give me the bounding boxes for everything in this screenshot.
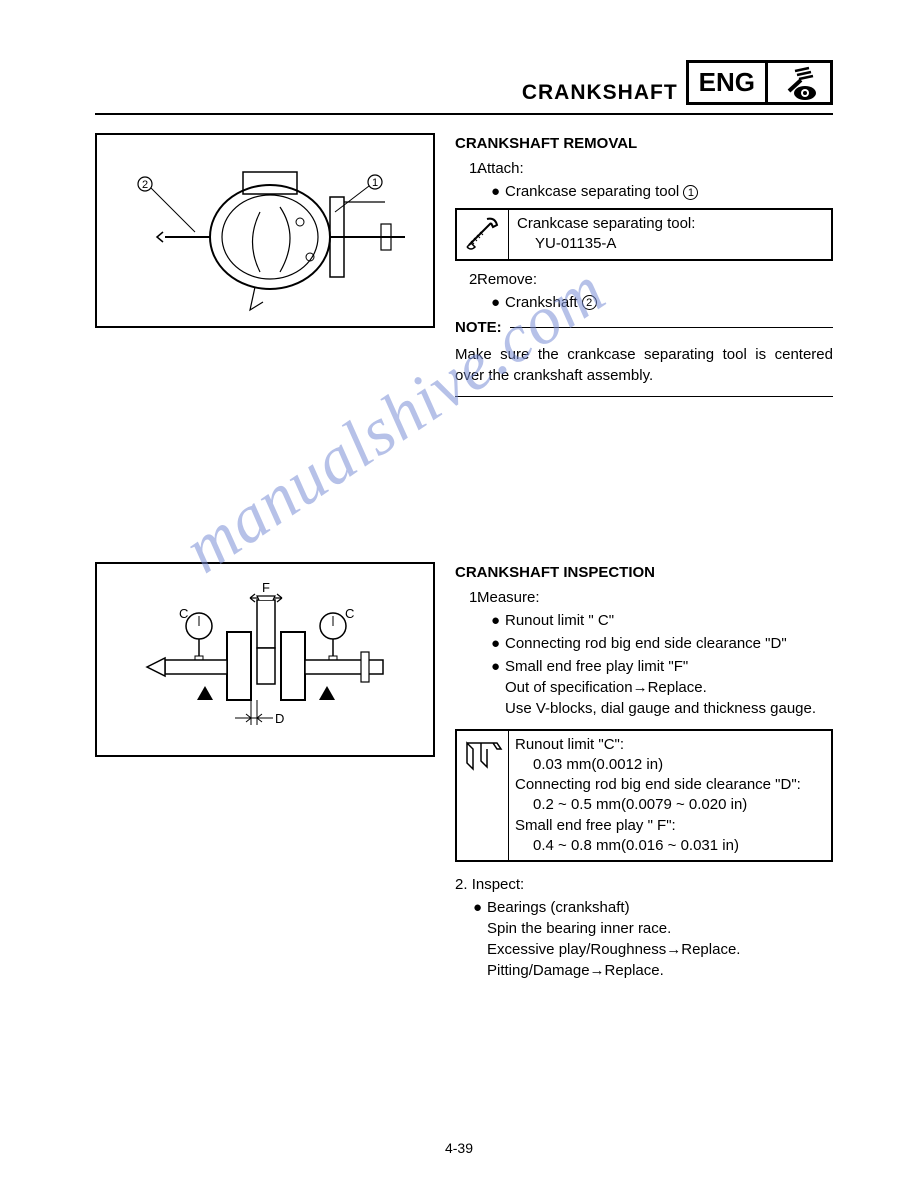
section-1-row: 2 1 [95, 133, 833, 397]
note-rule [510, 327, 833, 328]
svg-text:D: D [275, 711, 284, 726]
left-col-2: F C [95, 562, 435, 982]
spec-l1: Runout limit "C": [515, 735, 821, 755]
circle-1: 1 [683, 185, 698, 200]
svg-text:1: 1 [372, 177, 378, 189]
header-box: ENG [686, 60, 833, 105]
step-1-text: Attach: [477, 158, 833, 179]
step-2-bullet: ● Crankshaft 2 [455, 292, 833, 313]
inspect-b1: ● Bearings (crankshaft) Spin the bearing… [455, 897, 833, 981]
wrench-icon [457, 210, 509, 259]
spec-box: Runout limit "C": 0.03 mm(0.0012 in) Con… [455, 729, 833, 863]
b3-sub2: Use V-blocks, dial gauge and thickness g… [505, 698, 816, 719]
separator-line [455, 396, 833, 397]
header-eng-label: ENG [689, 63, 768, 102]
svg-text:F: F [262, 580, 270, 595]
spec-l1v: 0.03 mm(0.0012 in) [515, 755, 821, 775]
figure-1: 2 1 [95, 133, 435, 328]
step-1-bullet: ● Crankcase separating tool 1 [455, 181, 833, 202]
spec-l2v: 0.2 ~ 0.5 mm(0.0079 ~ 0.020 in) [515, 795, 821, 815]
measure-step: 1. Measure: [455, 587, 833, 608]
bullet-icon: ● [491, 633, 505, 654]
spec-l2: Connecting rod big end side clearance "D… [515, 775, 821, 795]
header-rule [95, 113, 833, 115]
right-col-2: CRANKSHAFT INSPECTION 1. Measure: ● Runo… [455, 562, 833, 982]
ib1-sub1: Spin the bearing inner race. [487, 918, 740, 939]
page: CRANKSHAFT ENG [0, 0, 918, 1188]
step-2-bullet-text: Crankshaft 2 [505, 292, 597, 313]
spec-text: Runout limit "C": 0.03 mm(0.0012 in) Con… [509, 731, 831, 861]
measure-text: Measure: [477, 587, 833, 608]
tool-number: YU-01135-A [517, 234, 823, 254]
piston-icon [768, 63, 830, 102]
tool-box-1: Crankcase separating tool: YU-01135-A [455, 208, 833, 261]
b1-text: Runout limit " C" [505, 610, 614, 631]
note-label: NOTE: [455, 317, 502, 338]
caliper-icon [457, 731, 509, 861]
tool-name: Crankcase separating tool: [517, 214, 823, 234]
page-number: 4-39 [445, 1140, 473, 1156]
measure-b2: ● Connecting rod big end side clearance … [455, 633, 833, 654]
b3-text: Small end free play limit "F" Out of spe… [505, 656, 816, 719]
bullet-icon: ● [491, 292, 505, 313]
measure-num: 1. [455, 587, 477, 608]
removal-heading: CRANKSHAFT REMOVAL [455, 133, 833, 154]
note-text: Make sure the crankcase separating tool … [455, 344, 833, 386]
b3-sub1: Out of specification→Replace. [505, 677, 816, 698]
step-2-num: 2. [455, 269, 477, 290]
step-1-num: 1. [455, 158, 477, 179]
spec-l3: Small end free play " F": [515, 816, 821, 836]
step-1-bullet-text: Crankcase separating tool 1 [505, 181, 698, 202]
measure-b1: ● Runout limit " C" [455, 610, 833, 631]
ib1-sub2: Excessive play/Roughness→Replace. [487, 939, 740, 960]
header-title: CRANKSHAFT [522, 81, 678, 105]
step-2: 2. Remove: [455, 269, 833, 290]
ib1-sub3: Pitting/Damage→Replace. [487, 960, 740, 981]
inspect-text: Inspect: [472, 876, 525, 893]
step-2-text: Remove: [477, 269, 833, 290]
bullet-icon: ● [491, 656, 505, 719]
inspect-b1-text: Bearings (crankshaft) Spin the bearing i… [487, 897, 740, 981]
step-1: 1. Attach: [455, 158, 833, 179]
inspect-step: 2. Inspect: [455, 874, 833, 895]
b2-text: Connecting rod big end side clearance "D… [505, 633, 787, 654]
svg-text:2: 2 [142, 179, 148, 191]
inspection-heading: CRANKSHAFT INSPECTION [455, 562, 833, 583]
circle-2: 2 [582, 295, 597, 310]
right-col-1: CRANKSHAFT REMOVAL 1. Attach: ● Crankcas… [455, 133, 833, 397]
svg-text:C: C [345, 606, 354, 621]
measure-b3: ● Small end free play limit "F" Out of s… [455, 656, 833, 719]
inspect-num: 2. [455, 876, 468, 893]
bullet-icon: ● [491, 610, 505, 631]
section-2-row: F C [95, 562, 833, 982]
bullet-icon: ● [491, 181, 505, 202]
left-col-1: 2 1 [95, 133, 435, 397]
svg-text:C: C [179, 606, 188, 621]
spec-l3v: 0.4 ~ 0.8 mm(0.016 ~ 0.031 in) [515, 836, 821, 856]
tool-text: Crankcase separating tool: YU-01135-A [509, 210, 831, 259]
bullet-icon: ● [473, 897, 487, 981]
note-row: NOTE: [455, 317, 833, 338]
header-row: CRANKSHAFT ENG [95, 60, 833, 105]
figure-2: F C [95, 562, 435, 757]
